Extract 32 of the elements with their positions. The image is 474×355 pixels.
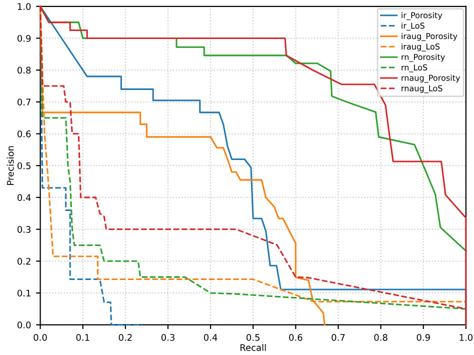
x-tick-label: 0.1 (76, 334, 90, 341)
x-tick-label: 0.4 (204, 334, 218, 341)
legend-label: iraug_LoS (402, 43, 440, 52)
x-tick-label: 0.0 (34, 334, 47, 341)
x-tick-label: 0.9 (416, 334, 430, 341)
y-tick-label: 0.1 (18, 290, 30, 297)
y-tick-label: 0.2 (18, 258, 30, 265)
y-tick-label: 0.9 (18, 34, 31, 42)
legend-label: ir_LoS (402, 22, 424, 30)
x-tick-label: 0.2 (118, 334, 132, 341)
legend-label: rnaug_Porosity (402, 74, 460, 83)
y-tick-label: 0.8 (18, 66, 31, 74)
legend-label: rnaug_LoS (402, 85, 442, 94)
x-tick-label: 0.3 (161, 334, 174, 341)
x-tick-label: 0.5 (246, 334, 260, 341)
y-tick-label: 0.3 (18, 226, 31, 233)
x-tick-label: 0.6 (289, 334, 302, 341)
y-tick-label: 1.0 (18, 3, 31, 10)
x-tick-label: 0.8 (374, 334, 388, 341)
legend-label: iraug_Porosity (402, 32, 458, 41)
y-tick-label: 0.6 (18, 130, 31, 138)
y-tick-label: 0.7 (18, 98, 30, 106)
x-axis-title: Recall (240, 344, 266, 351)
x-tick-label: 1.0 (460, 334, 473, 341)
y-tick-label: 0.5 (18, 162, 30, 170)
legend-label: ir_Porosity (402, 12, 442, 20)
x-tick-label: 0.7 (332, 334, 345, 341)
y-axis-title: Precision (6, 146, 14, 185)
legend-label: rn_LoS (402, 64, 428, 72)
y-tick-label: 0.4 (18, 194, 31, 202)
y-tick-label: 0.0 (18, 322, 31, 328)
legend-label: rn_Porosity (402, 54, 445, 62)
